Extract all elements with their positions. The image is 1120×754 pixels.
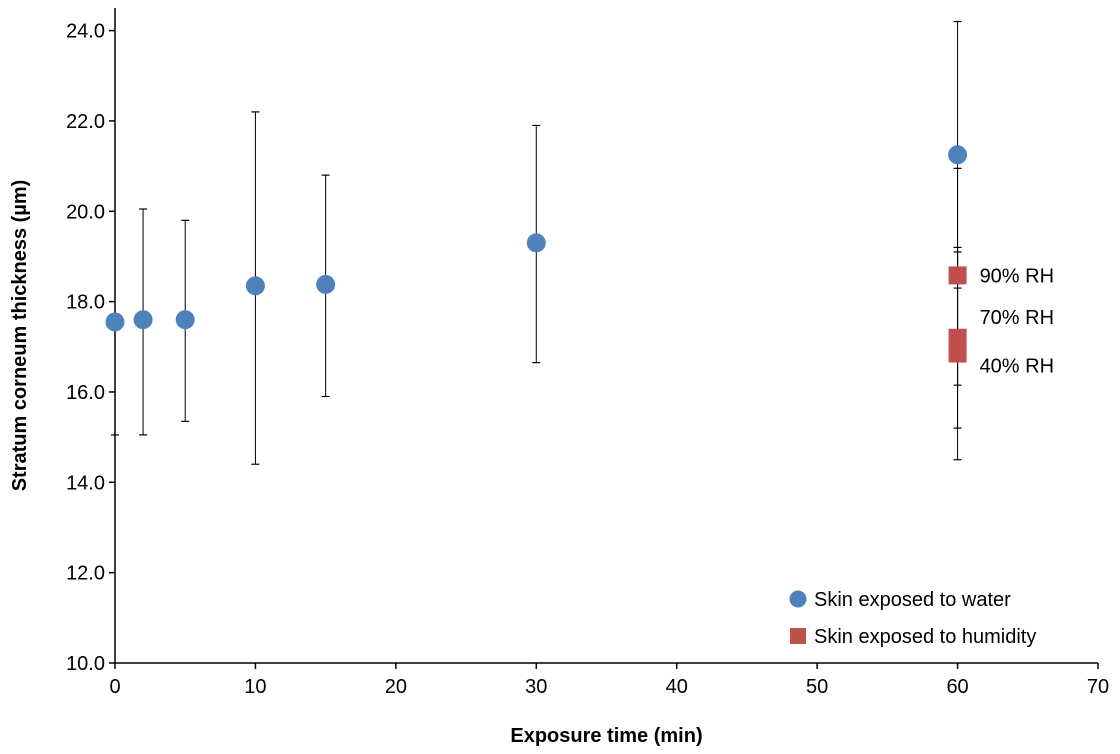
data-point-water — [245, 276, 265, 296]
x-tick-label: 0 — [109, 676, 120, 698]
data-point-water — [175, 310, 195, 330]
point-annotations: 90% RH 70% RH 40% RH — [980, 265, 1054, 377]
x-tick-label: 50 — [806, 676, 828, 698]
tick-labels: 10.0 12.0 14.0 16.0 18.0 20.0 22.0 24.0 0 10 20 30 4… — [66, 21, 1109, 698]
y-tick-label: 16.0 — [66, 382, 105, 404]
data-point-humidity — [948, 328, 967, 347]
x-tick-label: 60 — [946, 676, 968, 698]
x-tick-label: 70 — [1087, 676, 1109, 698]
y-tick-label: 22.0 — [66, 111, 105, 133]
legend-label-humidity: Skin exposed to humidity — [814, 626, 1036, 648]
y-axis-title: Stratum corneum thickness (µm) — [9, 180, 31, 492]
y-tick-label: 18.0 — [66, 292, 105, 314]
y-tick-label: 10.0 — [66, 653, 105, 675]
x-tick-label: 10 — [244, 676, 266, 698]
legend: Skin exposed to water Skin exposed to hu… — [789, 589, 1036, 648]
data-markers — [105, 145, 968, 363]
x-tick-label: 40 — [666, 676, 688, 698]
x-axis-title: Exposure time (min) — [510, 725, 702, 747]
data-point-water — [948, 145, 968, 165]
point-annotation-label: 70% RH — [980, 307, 1054, 329]
point-annotation-label: 40% RH — [980, 356, 1054, 378]
data-point-humidity — [948, 266, 967, 285]
point-annotation-label: 90% RH — [980, 265, 1054, 287]
legend-marker-water — [789, 590, 807, 608]
x-tick-label: 30 — [525, 676, 547, 698]
legend-marker-humidity — [790, 628, 806, 644]
data-point-water — [316, 274, 336, 294]
y-tick-label: 20.0 — [66, 201, 105, 223]
y-tick-label: 14.0 — [66, 472, 105, 494]
y-tick-label: 12.0 — [66, 563, 105, 585]
x-tick-label: 20 — [385, 676, 407, 698]
data-point-water — [133, 310, 153, 330]
data-point-water — [526, 233, 546, 253]
y-tick-label: 24.0 — [66, 21, 105, 43]
legend-label-water: Skin exposed to water — [814, 589, 1011, 611]
data-point-water — [105, 312, 125, 332]
data-point-humidity — [948, 344, 967, 363]
